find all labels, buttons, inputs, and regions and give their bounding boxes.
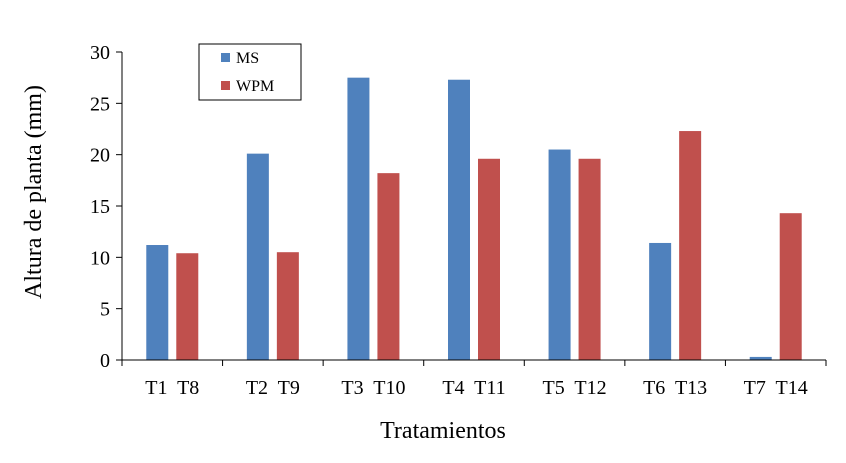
y-tick-label: 20 bbox=[90, 145, 110, 167]
bars-group bbox=[146, 77, 802, 361]
bar-ms-2 bbox=[246, 153, 269, 360]
legend-label-wpm: WPM bbox=[236, 78, 274, 95]
bar-ms-6 bbox=[649, 242, 672, 360]
x-axis-title: Tratamientos bbox=[380, 418, 506, 444]
x-categories-group: T1 T8 T2 T9 T3 T10 T4 T11 T5 T12 T6 T13 T7 T14 bbox=[121, 360, 827, 399]
x-category-label: T3 T10 bbox=[341, 377, 405, 399]
y-tick-label: 25 bbox=[90, 93, 110, 115]
y-tick-label: 5 bbox=[100, 299, 110, 321]
x-category-label: T6 T13 bbox=[643, 377, 707, 399]
legend-label-ms: MS bbox=[236, 50, 259, 67]
y-ticks-group: 0 5 10 15 20 25 30 bbox=[90, 42, 122, 372]
y-axis-title: Altura de planta (mm) bbox=[21, 85, 47, 299]
y-tick-label: 10 bbox=[90, 247, 110, 269]
bar-wpm-4 bbox=[478, 158, 500, 360]
y-tick-label: 30 bbox=[90, 42, 110, 64]
x-category-label: T1 T8 bbox=[145, 377, 199, 399]
bar-wpm-3 bbox=[377, 173, 400, 360]
bar-ms-3 bbox=[347, 77, 370, 361]
x-category-label: T5 T12 bbox=[543, 377, 607, 399]
x-category-label: T7 T14 bbox=[744, 377, 808, 399]
bar-ms-4 bbox=[448, 79, 470, 360]
x-category-label: T4 T11 bbox=[442, 377, 505, 399]
bar-wpm-7 bbox=[779, 213, 802, 360]
bar-wpm-6 bbox=[679, 131, 702, 360]
y-tick-label: 15 bbox=[90, 196, 110, 218]
bar-wpm-2 bbox=[276, 252, 299, 360]
legend-box bbox=[198, 43, 302, 101]
legend-swatch-wpm bbox=[221, 81, 230, 90]
bar-ms-5 bbox=[548, 149, 571, 360]
bar-wpm-1 bbox=[176, 253, 199, 360]
bar-ms-7 bbox=[749, 356, 772, 360]
legend-swatch-ms bbox=[221, 53, 230, 62]
x-category-label: T2 T9 bbox=[246, 377, 300, 399]
legend: MS WPM bbox=[198, 43, 302, 101]
y-tick-label: 0 bbox=[100, 350, 110, 372]
bar-ms-1 bbox=[146, 245, 169, 360]
bar-wpm-5 bbox=[578, 158, 601, 360]
